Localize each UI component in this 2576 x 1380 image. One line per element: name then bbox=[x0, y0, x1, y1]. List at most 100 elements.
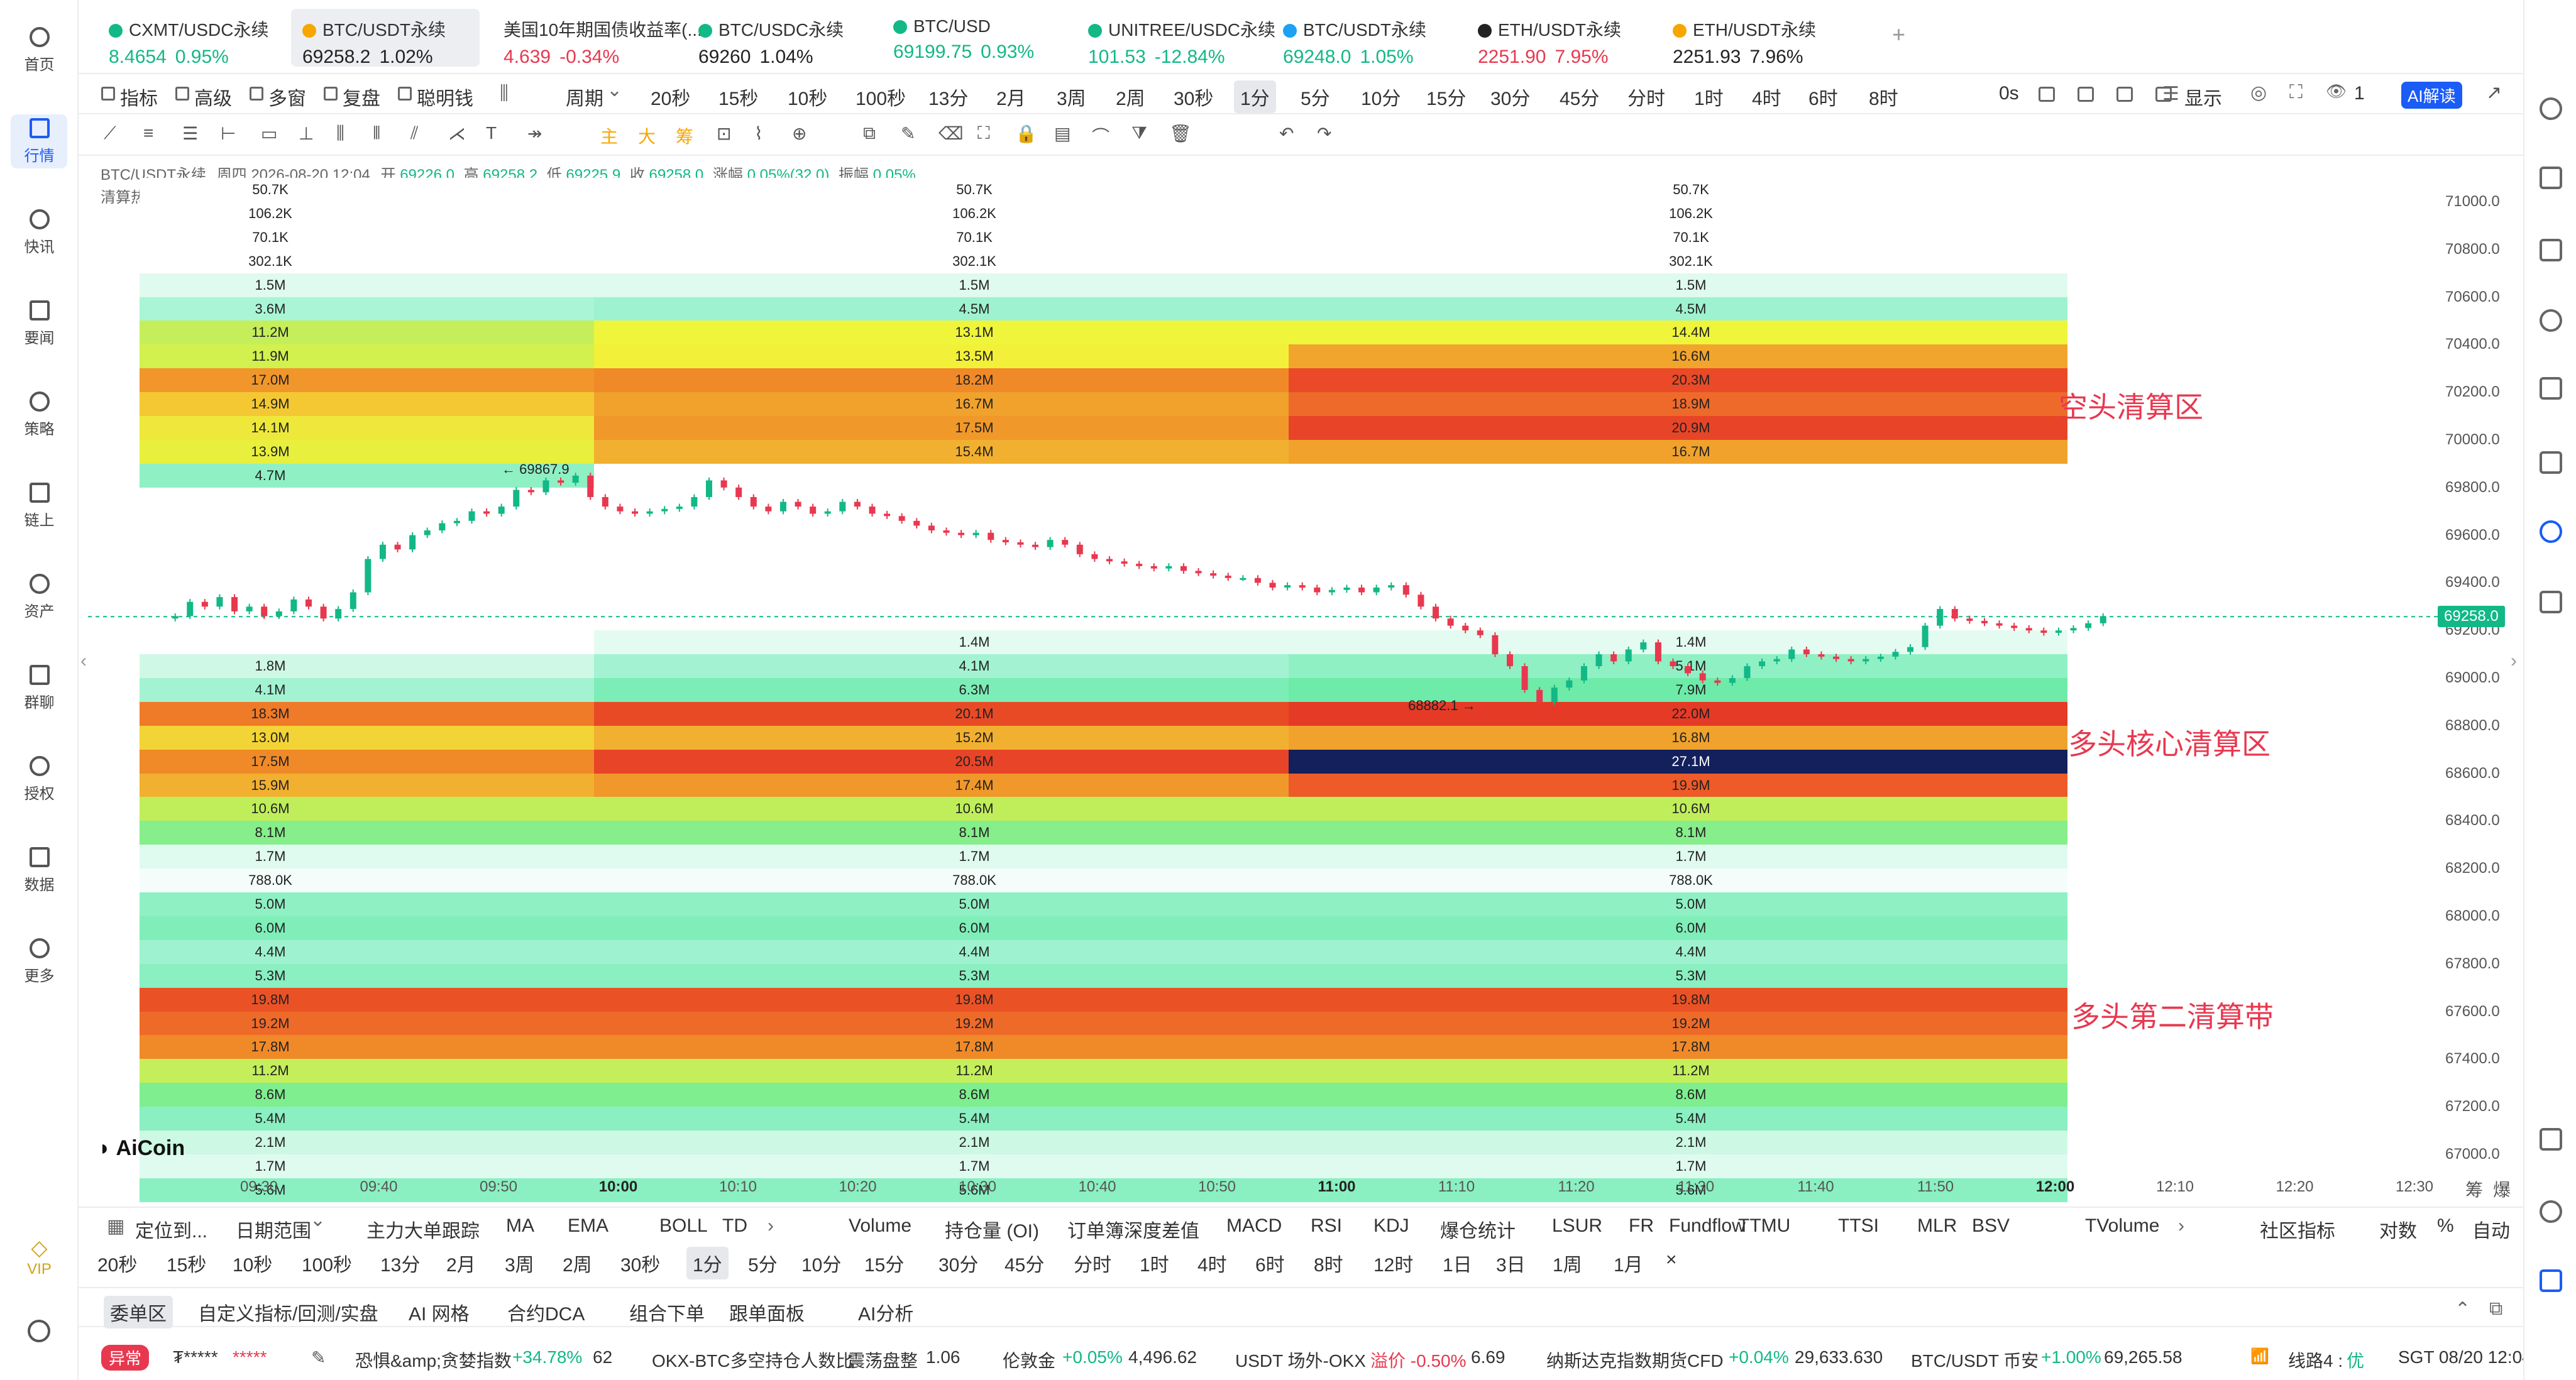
period-1分[interactable]: 1分 bbox=[686, 1247, 729, 1279]
magnet-icon[interactable]: ⌒ bbox=[1092, 127, 1110, 146]
period-20秒[interactable]: 20秒 bbox=[651, 89, 691, 109]
bottom-tab[interactable]: 跟单面板 bbox=[729, 1304, 805, 1325]
period-15秒[interactable]: 15秒 bbox=[718, 89, 759, 109]
period-100秒[interactable]: 100秒 bbox=[302, 1255, 353, 1276]
ticker-tab[interactable]: CXMT/USDC永续 8.4654 0.95% bbox=[97, 9, 286, 67]
chip-icon[interactable]: 筹 bbox=[676, 127, 694, 146]
period-3周[interactable]: 3周 bbox=[1057, 89, 1086, 109]
trash-icon[interactable]: 🗑 bbox=[1169, 124, 1192, 143]
chevron-right-icon[interactable]: › bbox=[2178, 1215, 2184, 1236]
btc-icon[interactable] bbox=[2540, 451, 2562, 474]
window-icon[interactable] bbox=[2116, 87, 2133, 102]
parallel-lines-icon[interactable]: ☰ bbox=[182, 124, 199, 143]
period-分时[interactable]: 分时 bbox=[1074, 1255, 1111, 1276]
note-icon[interactable]: ▤ bbox=[1054, 124, 1071, 143]
period-1时[interactable]: 1时 bbox=[1694, 89, 1724, 109]
fullscreen-icon[interactable]: ⛶ bbox=[2289, 82, 2303, 102]
period-30分[interactable]: 30分 bbox=[1490, 89, 1531, 109]
nav-group-chat[interactable]: 群聊 bbox=[0, 650, 79, 726]
period-6时[interactable]: 6时 bbox=[1255, 1255, 1285, 1276]
nav-wallet[interactable]: 资产 bbox=[0, 559, 79, 635]
display-menu[interactable]: 显示 bbox=[2184, 89, 2222, 109]
sub-indicator[interactable]: KDJ bbox=[1373, 1215, 1409, 1236]
nav-authorize[interactable]: 授权 bbox=[0, 742, 79, 817]
indicator-option[interactable]: 社区指标 bbox=[2260, 1221, 2335, 1242]
ticker-tab[interactable]: BTC/USDT永续 69258.2 1.02% bbox=[291, 9, 480, 67]
close-box-icon[interactable] bbox=[2540, 1200, 2562, 1223]
period-3日[interactable]: 3日 bbox=[1496, 1255, 1526, 1276]
period-13分[interactable]: 13分 bbox=[380, 1255, 421, 1276]
screen-icon[interactable] bbox=[2540, 377, 2562, 400]
cost-icon[interactable]: 主 bbox=[600, 127, 619, 146]
layers-count[interactable]: 1 bbox=[2354, 83, 2365, 104]
brush-icon[interactable]: ✎ bbox=[901, 124, 916, 143]
period-30秒[interactable]: 30秒 bbox=[620, 1255, 661, 1276]
period-2周[interactable]: 2周 bbox=[1116, 89, 1145, 109]
target-icon[interactable]: ◎ bbox=[2250, 82, 2267, 103]
zoom-icon[interactable]: ⊕ bbox=[792, 124, 807, 143]
period-15分[interactable]: 15分 bbox=[1426, 89, 1467, 109]
arrow-tool-icon[interactable]: ↠ bbox=[527, 124, 542, 143]
indicator-item[interactable]: EMA bbox=[568, 1215, 609, 1236]
nav-market[interactable]: 行情 bbox=[0, 104, 79, 179]
period-2月[interactable]: 2月 bbox=[446, 1255, 476, 1276]
indicator-option[interactable]: 对数 bbox=[2379, 1221, 2417, 1242]
sub-indicator[interactable]: 持仓量 (OI) bbox=[945, 1221, 1039, 1242]
ai-interpret-button[interactable]: AI解读 bbox=[2401, 82, 2462, 109]
settings-icon[interactable] bbox=[28, 1320, 50, 1342]
indicator-item[interactable]: 主力大单跟踪 bbox=[366, 1221, 480, 1242]
robot-icon[interactable] bbox=[2540, 520, 2562, 543]
sub-indicator[interactable]: TVolume bbox=[2085, 1215, 2160, 1236]
calendar-icon[interactable] bbox=[2540, 167, 2562, 189]
period-45分[interactable]: 45分 bbox=[1005, 1255, 1045, 1276]
pitchfork-icon[interactable]: ⋌ bbox=[448, 124, 466, 143]
horizontal-ray-icon[interactable]: ≡ bbox=[143, 123, 154, 143]
period-13分[interactable]: 13分 bbox=[928, 89, 969, 109]
period-30秒[interactable]: 30秒 bbox=[1174, 89, 1214, 109]
period-8时[interactable]: 8时 bbox=[1869, 89, 1898, 109]
period-10分[interactable]: 10分 bbox=[801, 1255, 842, 1276]
popout-icon[interactable]: ⧉ bbox=[2489, 1298, 2503, 1319]
eraser-icon[interactable]: ⌫ bbox=[938, 124, 964, 143]
undo-icon[interactable]: ↶ bbox=[1279, 124, 1294, 143]
period-dropdown[interactable]: 周期 bbox=[566, 89, 603, 109]
status-item-label[interactable]: 纳斯达克指数期货CFD bbox=[1546, 1351, 1724, 1371]
chevron-right-icon[interactable]: › bbox=[768, 1215, 774, 1236]
status-item-label[interactable]: OKX-BTC多空持仓人数比 bbox=[652, 1351, 854, 1371]
period-10秒[interactable]: 10秒 bbox=[233, 1255, 273, 1276]
nav-news[interactable]: 要闻 bbox=[0, 286, 79, 361]
sub-indicator[interactable]: MLR bbox=[1917, 1215, 1957, 1236]
add-tab-button[interactable]: + bbox=[1892, 21, 1906, 47]
sub-indicator[interactable]: Volume bbox=[849, 1215, 912, 1236]
dollar-icon[interactable] bbox=[2540, 239, 2562, 261]
ticker-tab[interactable]: BTC/USD 69199.75 0.93% bbox=[882, 9, 1071, 67]
period-1日[interactable]: 1日 bbox=[1443, 1255, 1472, 1276]
nav-more-grid[interactable]: 更多 bbox=[0, 924, 79, 999]
channel-icon[interactable]: ⫼ bbox=[336, 123, 344, 143]
indicator-item[interactable]: 日期范围 bbox=[236, 1221, 311, 1242]
exchange-icon[interactable] bbox=[2540, 591, 2562, 613]
ticker-tab[interactable]: BTC/USDC永续 69260 1.04% bbox=[687, 9, 876, 67]
period-5分[interactable]: 5分 bbox=[748, 1255, 778, 1276]
sub-indicator[interactable]: TTMU bbox=[1738, 1215, 1791, 1236]
sub-indicator[interactable]: Fundflow bbox=[1669, 1215, 1746, 1236]
period-15分[interactable]: 15分 bbox=[864, 1255, 905, 1276]
nav-strategy-bot[interactable]: 策略 bbox=[0, 377, 79, 452]
filter-icon[interactable]: ⧩ bbox=[1131, 123, 1147, 143]
indicator-option[interactable]: % bbox=[2437, 1215, 2454, 1236]
ticker-tab[interactable]: BTC/USDT永续 69248.0 1.05% bbox=[1272, 9, 1460, 67]
bottom-tab[interactable]: 自定义指标/回测/实盘 bbox=[198, 1304, 378, 1325]
collapse-up-icon[interactable]: ⌃ bbox=[2455, 1299, 2471, 1320]
period-15秒[interactable]: 15秒 bbox=[167, 1255, 207, 1276]
indicator-item[interactable]: 定位到... bbox=[135, 1221, 208, 1242]
ticker-tab[interactable]: ETH/USDT永续 2251.93 7.96% bbox=[1661, 9, 1850, 67]
ticker-tab[interactable]: UNITREE/USDC永续 101.53 -12.84% bbox=[1077, 9, 1275, 67]
sub-indicator[interactable]: BSV bbox=[1972, 1215, 2010, 1236]
crop-icon[interactable] bbox=[2155, 87, 2172, 102]
chart-area[interactable]: 50.7K 50.7K 50.7K 106.2K 106.2K 106.2K 70.1K 70… bbox=[0, 0, 2523, 1207]
status-badge[interactable]: 异常 bbox=[101, 1345, 150, 1371]
status-item-label[interactable]: 伦敦金 bbox=[1003, 1351, 1056, 1371]
nav-vip[interactable]: ◇ VIP bbox=[0, 1219, 79, 1295]
status-item-label[interactable]: USDT 场外-OKX bbox=[1235, 1351, 1366, 1371]
nav-flash-news[interactable]: 快讯 bbox=[0, 195, 79, 270]
